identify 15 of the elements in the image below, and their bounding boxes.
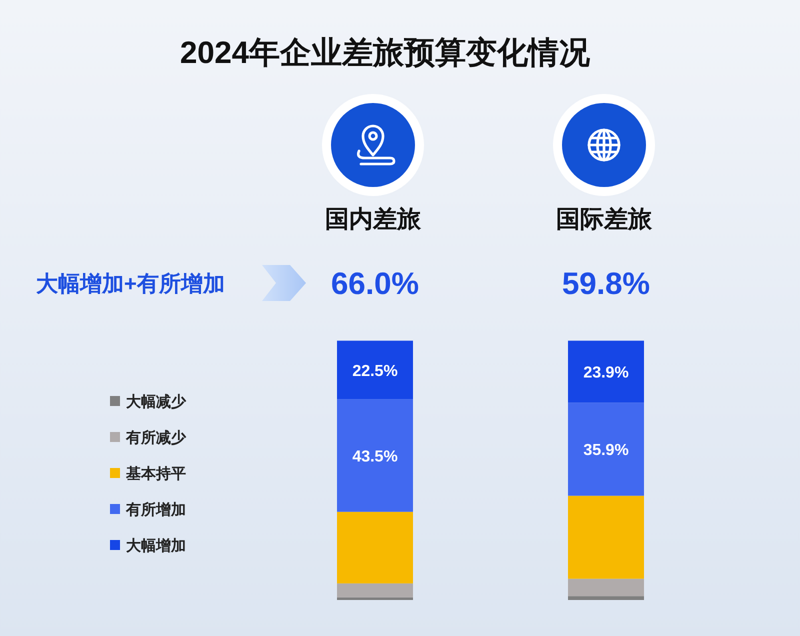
- data-label: 22.5%: [352, 362, 398, 380]
- data-label: 23.9%: [583, 364, 629, 382]
- legend-label: 有所增加: [125, 502, 186, 518]
- legend-label: 大幅增加: [126, 538, 186, 554]
- legend-label: 有所减少: [125, 430, 187, 446]
- annotation: 大幅增加+有所增加: [36, 271, 225, 296]
- legend-label: 大幅减少: [126, 394, 187, 410]
- data-label: 43.5%: [352, 448, 398, 466]
- annotation: 59.8%: [562, 266, 650, 301]
- category-label: 国际差旅: [556, 206, 652, 233]
- data-label: 35.9%: [583, 442, 629, 460]
- category-label: 国内差旅: [325, 206, 421, 233]
- legend-label: 基本持平: [125, 466, 186, 482]
- title: 2024年企业差旅预算变化情况: [180, 35, 590, 70]
- annotation: 66.0%: [331, 266, 419, 301]
